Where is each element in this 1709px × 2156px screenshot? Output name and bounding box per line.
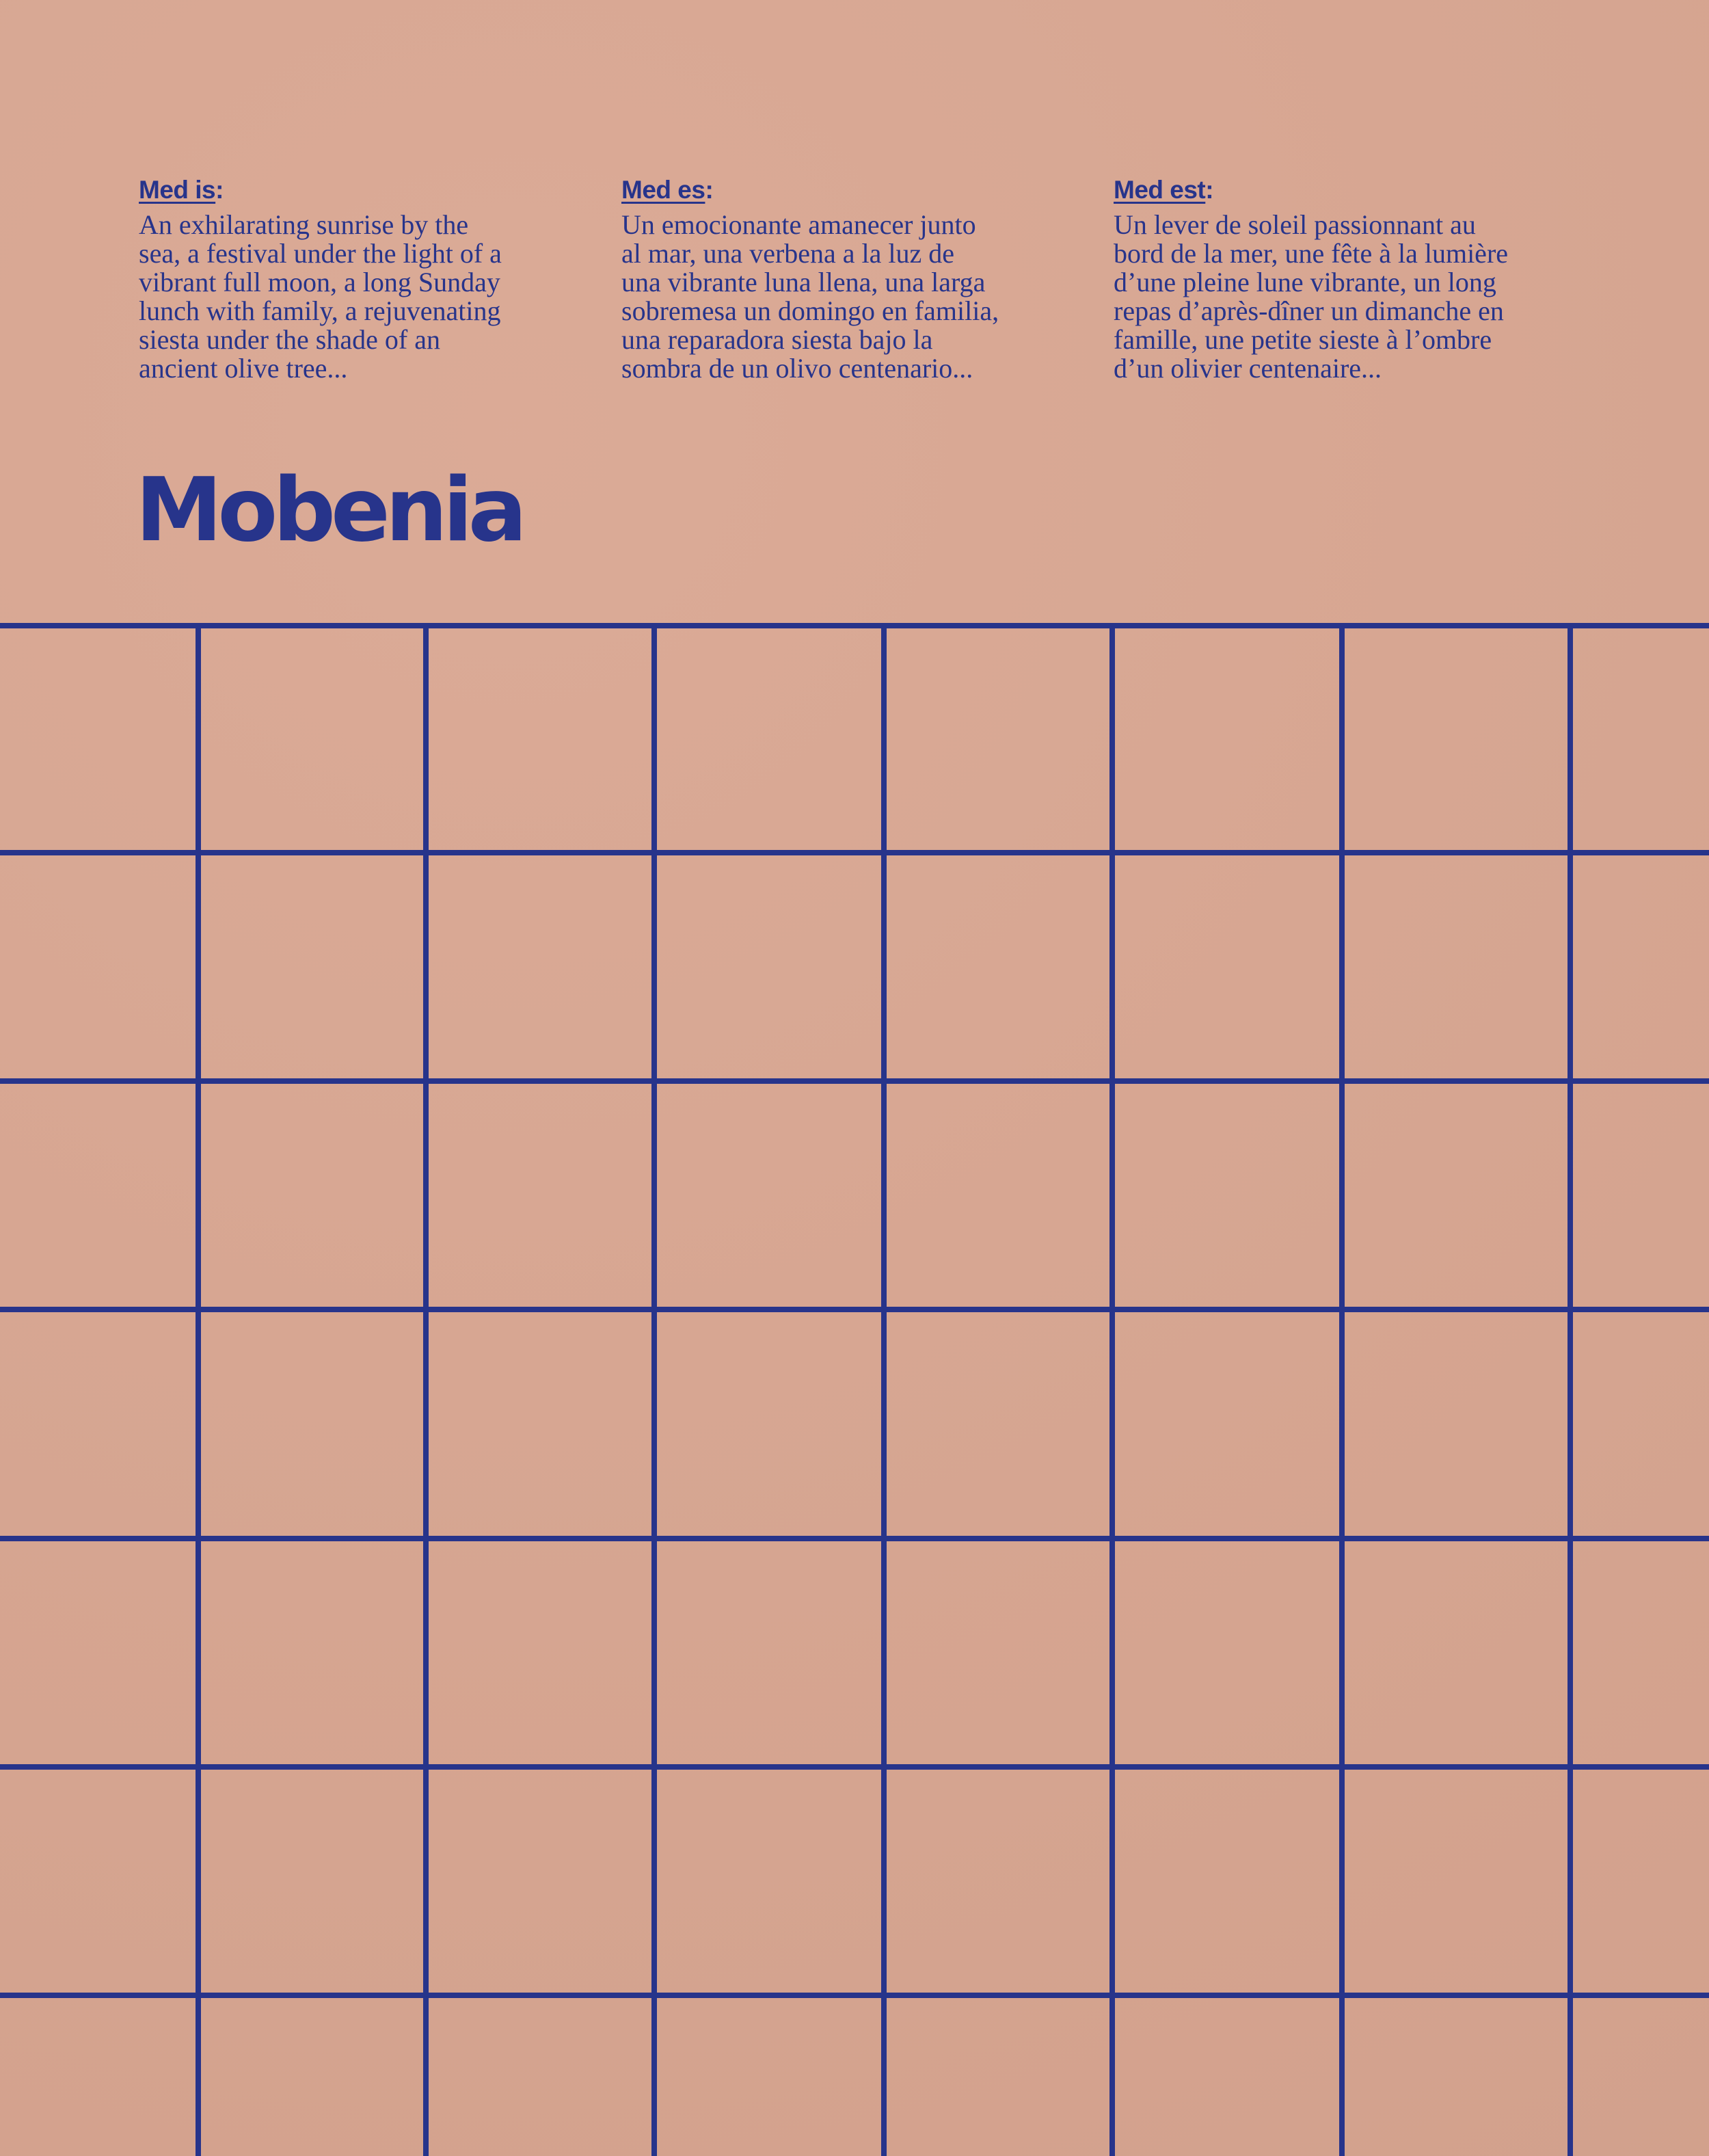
text-column-spanish: Med es: Un emocionante amanecer junto al… [621, 175, 1086, 383]
column-body: Un lever de soleil passionnant au bord d… [1114, 209, 1509, 384]
column-body: An exhilarating sunrise by the sea, a fe… [139, 209, 502, 384]
brand-logo: Mobenia [135, 460, 527, 561]
text-column-english: Med is: An exhilarating sunrise by the s… [139, 175, 604, 383]
column-body: Un emocionante amanecer junto al mar, un… [621, 209, 999, 384]
column-heading: Med es: [621, 176, 714, 204]
column-heading: Med est: [1114, 176, 1214, 204]
column-heading: Med is: [139, 176, 224, 204]
text-column-french: Med est: Un lever de soleil passionnant … [1114, 175, 1633, 383]
